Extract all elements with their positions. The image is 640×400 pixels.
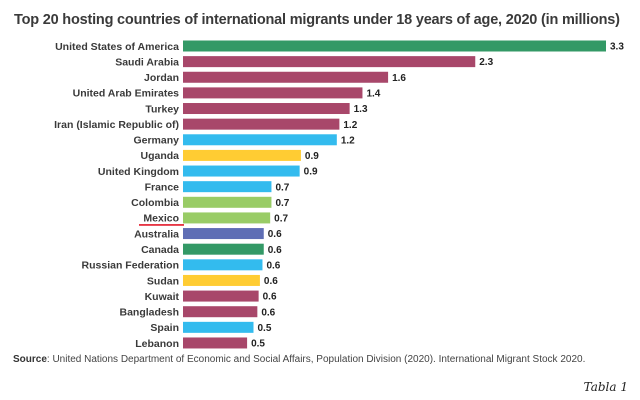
data-label-spain: 0.5	[258, 323, 272, 334]
category-label-germany: Germany	[133, 135, 179, 147]
chart-title: Top 20 hosting countries of internationa…	[14, 12, 620, 28]
category-label-australia: Australia	[134, 228, 179, 240]
bar-jordan	[183, 71, 389, 83]
data-label-russian-federation: 0.6	[266, 260, 280, 271]
category-label-iran-islamic-republic-of: Iran (Islamic Republic of)	[54, 119, 179, 131]
data-label-france: 0.7	[275, 182, 289, 193]
category-label-france: France	[145, 181, 180, 193]
category-label-uganda: Uganda	[140, 150, 179, 162]
category-label-colombia: Colombia	[131, 197, 179, 209]
data-label-australia: 0.6	[268, 229, 282, 240]
bar-russian-federation	[183, 259, 263, 271]
data-label-uganda: 0.9	[305, 151, 319, 162]
bar-spain	[183, 321, 254, 333]
bar-united-states-of-america	[183, 40, 606, 52]
category-label-jordan: Jordan	[144, 72, 179, 84]
source-text: : United Nations Department of Economic …	[46, 354, 586, 365]
data-label-mexico: 0.7	[274, 214, 288, 225]
data-label-lebanon: 0.5	[251, 339, 265, 350]
source-label: Source	[13, 354, 47, 365]
bar-colombia	[183, 196, 272, 208]
bar-uganda	[183, 149, 301, 161]
category-label-saudi-arabia: Saudi Arabia	[115, 56, 179, 68]
bar-france	[183, 181, 272, 193]
category-label-kuwait: Kuwait	[145, 291, 180, 303]
bar-turkey	[183, 103, 350, 115]
data-label-germany: 1.2	[341, 135, 355, 146]
data-label-united-arab-emirates: 1.4	[366, 88, 380, 99]
category-label-united-states-of-america: United States of America	[55, 41, 179, 53]
category-label-spain: Spain	[150, 322, 179, 334]
data-label-sudan: 0.6	[264, 276, 278, 287]
bar-sudan	[183, 274, 260, 286]
category-label-canada: Canada	[141, 244, 179, 256]
category-label-united-kingdom: United Kingdom	[98, 166, 179, 178]
category-label-mexico: Mexico	[143, 213, 179, 225]
source-note: Source: United Nations Department of Eco…	[13, 354, 585, 365]
bar-kuwait	[183, 290, 259, 302]
bar-saudi-arabia	[183, 56, 476, 68]
data-label-turkey: 1.3	[354, 104, 368, 115]
category-label-sudan: Sudan	[147, 275, 179, 287]
category-label-turkey: Turkey	[145, 103, 179, 115]
bar-united-arab-emirates	[183, 87, 363, 99]
data-label-bangladesh: 0.6	[261, 307, 275, 318]
data-label-colombia: 0.7	[275, 198, 289, 209]
data-label-iran-islamic-republic-of: 1.2	[343, 120, 357, 131]
bar-mexico	[183, 212, 271, 224]
bar-bangladesh	[183, 306, 258, 318]
data-label-canada: 0.6	[268, 245, 282, 256]
data-label-jordan: 1.6	[392, 73, 406, 84]
table-caption: Tabla 1	[583, 380, 628, 394]
data-label-united-kingdom: 0.9	[304, 167, 318, 178]
category-label-bangladesh: Bangladesh	[119, 307, 179, 319]
category-label-united-arab-emirates: United Arab Emirates	[73, 88, 180, 100]
category-label-lebanon: Lebanon	[135, 338, 179, 350]
bar-germany	[183, 134, 337, 146]
bar-united-kingdom	[183, 165, 300, 177]
data-label-kuwait: 0.6	[263, 292, 277, 303]
bar-iran-islamic-republic-of	[183, 118, 340, 130]
data-label-united-states-of-america: 3.3	[610, 42, 624, 53]
data-label-saudi-arabia: 2.3	[479, 57, 493, 68]
bar-lebanon	[183, 337, 248, 349]
bar-canada	[183, 243, 264, 255]
category-label-russian-federation: Russian Federation	[82, 260, 179, 272]
bar-australia	[183, 228, 264, 240]
